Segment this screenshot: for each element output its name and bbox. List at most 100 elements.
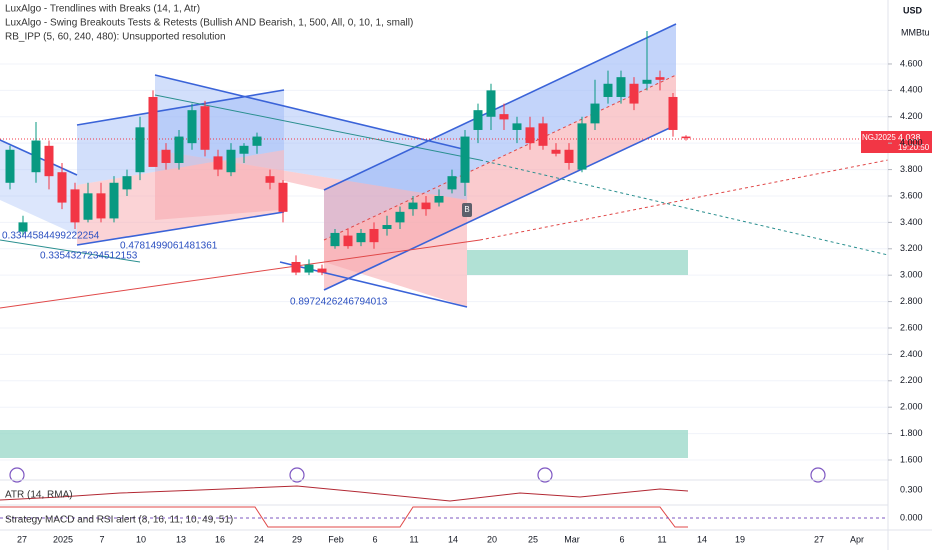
x-tick-label: Mar — [564, 534, 580, 544]
candle-body — [96, 193, 106, 219]
candle-body — [395, 211, 405, 223]
candle-body — [577, 123, 587, 170]
marker-label: B — [464, 205, 469, 214]
x-tick-label: 14 — [697, 534, 707, 544]
candle-body — [616, 77, 626, 97]
annotation: 0.3354327234512153 — [40, 251, 138, 262]
candle-body — [148, 96, 158, 167]
candle-body — [57, 172, 67, 203]
candle-body — [122, 176, 132, 190]
x-tick-label: 13 — [176, 534, 186, 544]
candle-body — [460, 136, 470, 183]
candle-body — [239, 145, 249, 154]
candle-body — [655, 77, 665, 80]
candle-body — [538, 123, 548, 146]
candle-body — [291, 261, 301, 273]
unit: MMBtu — [901, 27, 930, 37]
candle-body — [174, 136, 184, 163]
y-tick-label: 1.800 — [900, 428, 923, 438]
event-icon[interactable] — [9, 467, 25, 483]
candle-body — [551, 149, 561, 154]
trendline — [0, 239, 481, 309]
candle-body — [109, 182, 119, 219]
channel-fill — [0, 140, 77, 235]
pane-title: Strategy MACD and RSI alert (8, 16, 11, … — [5, 515, 233, 526]
x-tick-label: 27 — [17, 534, 27, 544]
y-tick-label: 3.800 — [900, 164, 923, 174]
annotation: 0.3344584499222254 — [2, 231, 100, 242]
annotation: 0.8972426246794013 — [290, 297, 388, 308]
candle-body — [278, 182, 288, 212]
y-tick-label: 0.300 — [900, 484, 923, 494]
overlays — [0, 23, 889, 458]
candle-body — [564, 149, 574, 163]
y-tick-label: 3.400 — [900, 217, 923, 227]
y-tick-label: 3.600 — [900, 190, 923, 200]
annotations: 0.3344584499222254 0.4781499061481361 0.… — [2, 203, 472, 308]
candle-body — [382, 225, 392, 229]
x-tick-label: 25 — [528, 534, 538, 544]
candle-body — [83, 193, 93, 220]
channel-fill — [155, 75, 467, 200]
candle-body — [642, 79, 652, 84]
header: LuxAlgo - Trendlines with Breaks (14, 1,… — [5, 4, 413, 43]
trendline — [154, 74, 468, 151]
candle-body — [213, 156, 223, 170]
candle-body — [161, 149, 171, 163]
x-tick-label: 11 — [657, 534, 666, 544]
atr-line — [0, 485, 689, 502]
candle-body — [135, 127, 145, 173]
pane-title: ATR (14, RMA) — [5, 490, 73, 501]
candle-body — [70, 189, 80, 223]
x-tick-label: 7 — [99, 534, 104, 544]
annotation: 0.4781499061481361 — [120, 241, 218, 252]
trendline — [154, 94, 481, 161]
countdown: 19:20:50 — [898, 143, 930, 152]
x-tick-label: 16 — [215, 534, 225, 544]
event-icon[interactable] — [537, 467, 553, 483]
candle-body — [525, 127, 535, 144]
y-tick-label: 3.200 — [900, 243, 923, 253]
symbol: NGJ2025 — [862, 133, 896, 142]
zone — [0, 430, 688, 458]
candle-body — [31, 140, 41, 173]
indicator-title: RB_IPP (5, 60, 240, 480): Unsupported re… — [5, 32, 226, 43]
y-tick-label: 4.000 — [900, 138, 923, 148]
candle-body — [499, 114, 509, 120]
y-tick-label: 2.400 — [900, 349, 923, 359]
event-icon[interactable] — [810, 467, 826, 483]
candle-body — [590, 103, 600, 124]
candle-body — [200, 106, 210, 150]
channel-fill — [324, 24, 676, 240]
midline — [323, 74, 677, 241]
candles — [5, 30, 691, 276]
x-tick-label: 6 — [372, 534, 377, 544]
channel-fill — [77, 150, 284, 245]
candle-body — [473, 110, 483, 130]
candle-body — [434, 195, 444, 203]
y-tick-label: 4.600 — [900, 58, 923, 68]
x-tick-label: Feb — [328, 534, 344, 544]
strategy-line — [0, 506, 688, 528]
candle-body — [252, 136, 262, 146]
y-tick-label: 2.000 — [900, 402, 923, 412]
marker — [462, 203, 472, 217]
candle-body — [343, 235, 353, 247]
x-tick-label: 11 — [409, 534, 418, 544]
candle-body — [356, 232, 366, 243]
candle-body — [512, 123, 522, 130]
last-price: 4.038 — [898, 132, 921, 142]
x-tick-label: 2025 — [53, 534, 73, 544]
x-tick-label: 10 — [136, 534, 146, 544]
x-tick-label: 20 — [487, 534, 497, 544]
candle-body — [330, 232, 340, 247]
candle-body — [447, 176, 457, 190]
trendline — [479, 159, 889, 256]
x-tick-label: 29 — [292, 534, 302, 544]
indicator-title: LuxAlgo - Swing Breakouts Tests & Retest… — [5, 18, 413, 29]
x-tick-label: 14 — [448, 534, 458, 544]
candle-body — [18, 222, 28, 232]
candle-body — [226, 149, 236, 173]
event-icon[interactable] — [289, 467, 305, 483]
